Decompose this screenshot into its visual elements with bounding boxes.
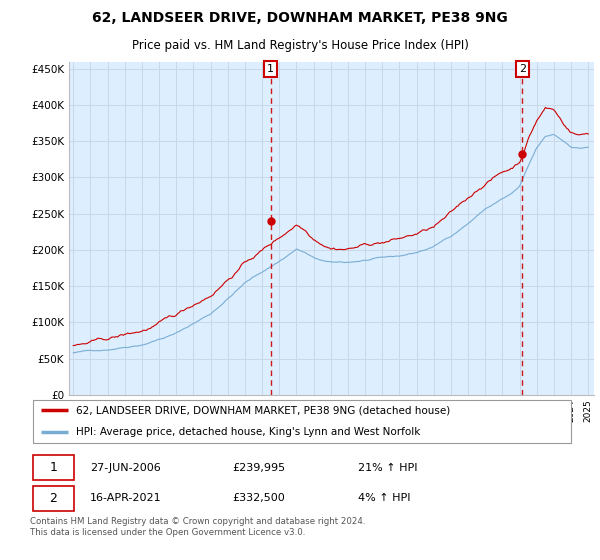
FancyBboxPatch shape [33,486,74,511]
Text: 62, LANDSEER DRIVE, DOWNHAM MARKET, PE38 9NG: 62, LANDSEER DRIVE, DOWNHAM MARKET, PE38… [92,11,508,25]
FancyBboxPatch shape [33,455,74,480]
Text: Contains HM Land Registry data © Crown copyright and database right 2024.
This d: Contains HM Land Registry data © Crown c… [30,517,365,537]
Text: 1: 1 [50,461,58,474]
Text: Price paid vs. HM Land Registry's House Price Index (HPI): Price paid vs. HM Land Registry's House … [131,39,469,52]
Text: 1: 1 [267,64,274,74]
Text: 4% ↑ HPI: 4% ↑ HPI [358,493,410,503]
Text: HPI: Average price, detached house, King's Lynn and West Norfolk: HPI: Average price, detached house, King… [76,427,421,437]
Text: 2: 2 [519,64,526,74]
FancyBboxPatch shape [33,399,571,444]
Text: 27-JUN-2006: 27-JUN-2006 [90,463,161,473]
Text: 62, LANDSEER DRIVE, DOWNHAM MARKET, PE38 9NG (detached house): 62, LANDSEER DRIVE, DOWNHAM MARKET, PE38… [76,405,451,416]
Text: £332,500: £332,500 [232,493,285,503]
Text: 2: 2 [50,492,58,505]
Text: 21% ↑ HPI: 21% ↑ HPI [358,463,417,473]
Text: 16-APR-2021: 16-APR-2021 [90,493,161,503]
Text: £239,995: £239,995 [232,463,285,473]
